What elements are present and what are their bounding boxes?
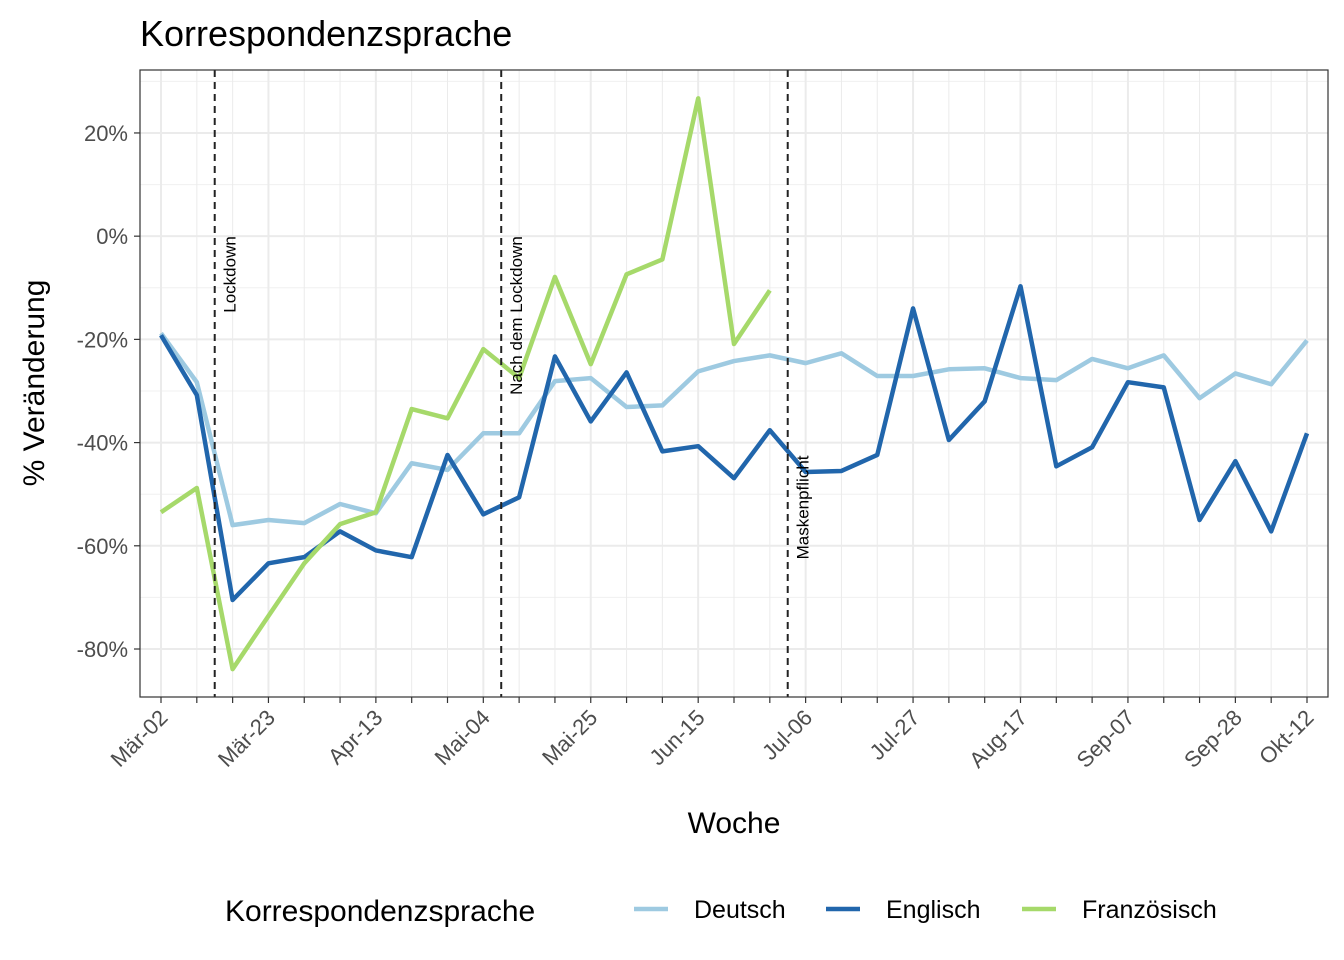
legend-label: Französisch	[1082, 896, 1217, 924]
x-tick-label: Sep-07	[1072, 705, 1140, 773]
series-line	[159, 331, 1309, 528]
event-label: Maskenpflicht	[794, 455, 813, 559]
x-tick-label: Mai-25	[537, 705, 602, 770]
legend-label: Englisch	[886, 896, 981, 924]
event-label: Nach dem Lockdown	[507, 236, 526, 395]
series-line	[159, 283, 1310, 603]
chart-title: Korrespondenzsprache	[140, 13, 512, 54]
x-tick-label: Apr-13	[323, 705, 387, 769]
legend-label: Deutsch	[694, 896, 786, 924]
event-label: Lockdown	[221, 236, 240, 313]
y-tick-label: -80%	[77, 637, 128, 662]
y-axis-title: % Veränderung	[18, 280, 51, 487]
y-tick-label: 0%	[96, 224, 128, 249]
panel-border	[139, 69, 1329, 698]
legend-title: Korrespondenzsprache	[225, 895, 535, 928]
series-line	[159, 96, 772, 672]
x-tick-label: Jul-06	[757, 705, 817, 765]
y-tick-label: -20%	[77, 327, 128, 352]
x-tick-label: Aug-17	[964, 705, 1032, 773]
y-tick-label: -40%	[77, 431, 128, 456]
x-tick-label: Jun-15	[644, 705, 709, 770]
x-axis-title: Woche	[688, 807, 781, 840]
x-tick-label: Mai-04	[430, 705, 495, 770]
x-tick-label: Mär-02	[106, 705, 173, 772]
x-tick-label: Sep-28	[1179, 705, 1247, 773]
x-tick-label: Jul-27	[865, 705, 925, 765]
y-tick-label: 20%	[84, 121, 128, 146]
x-tick-label: Okt-12	[1254, 705, 1318, 769]
y-tick-label: -60%	[77, 534, 128, 559]
x-tick-label: Mär-23	[213, 705, 280, 772]
